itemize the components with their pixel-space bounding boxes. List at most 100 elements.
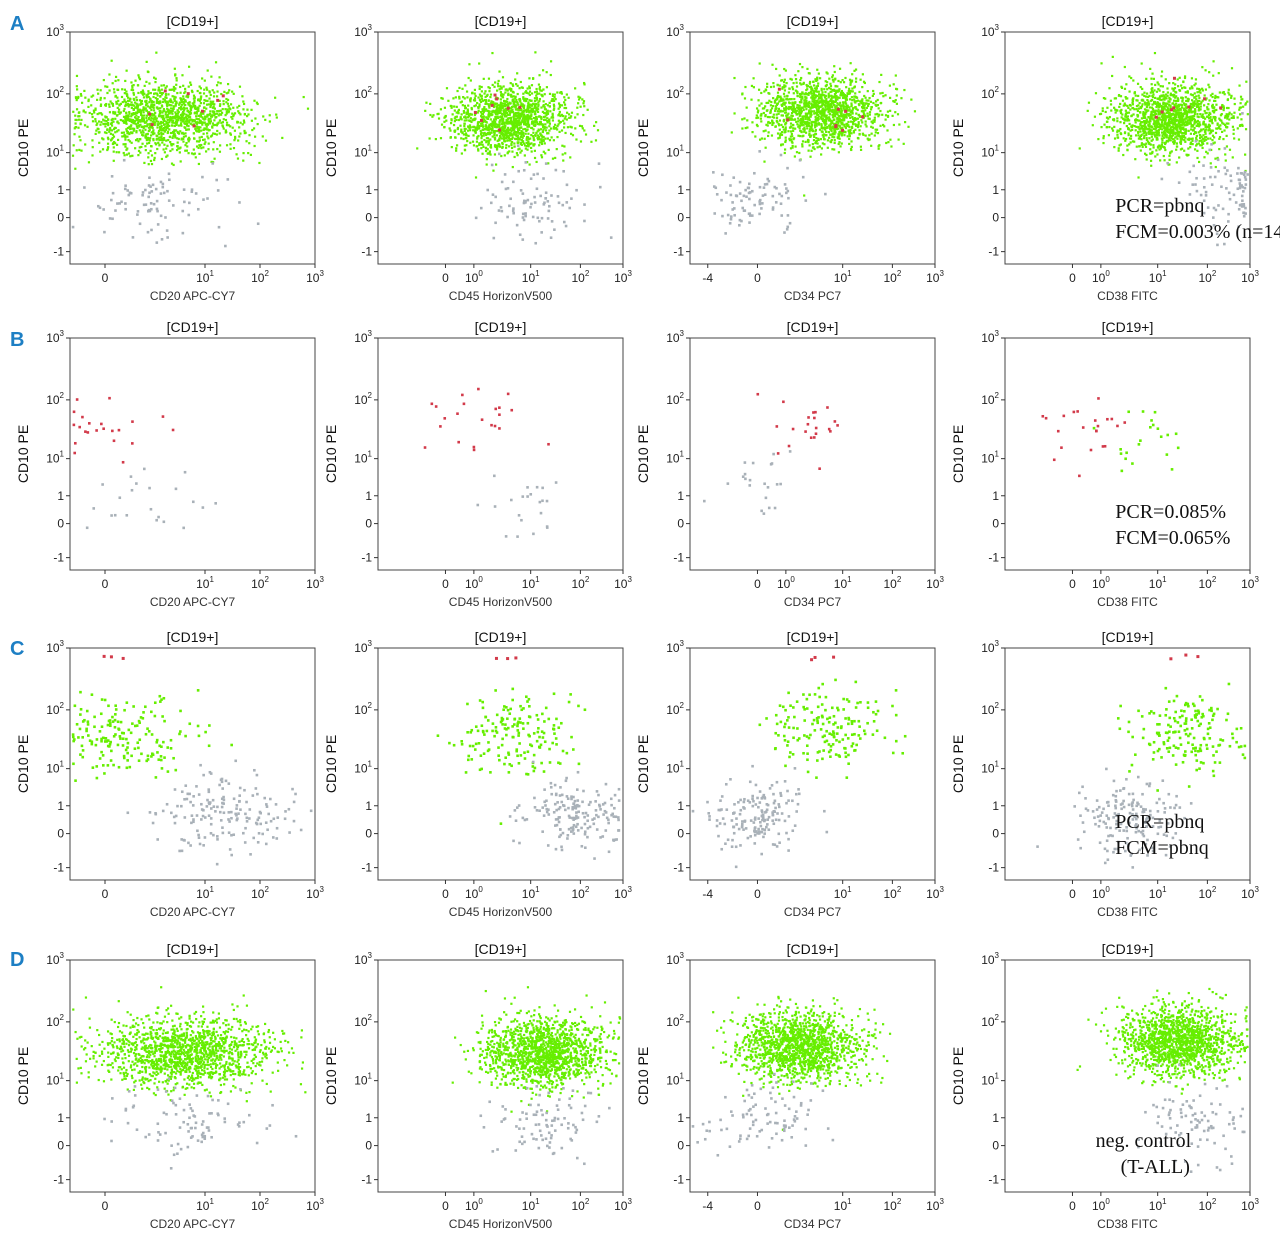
event-point	[532, 173, 536, 176]
event-point	[150, 131, 153, 134]
series-highlight	[473, 93, 522, 132]
event-point	[212, 100, 215, 103]
event-point	[194, 129, 198, 132]
event-point	[860, 119, 863, 122]
event-point	[849, 83, 852, 86]
event-point	[268, 120, 271, 123]
y-tick-label: 102	[981, 85, 999, 101]
event-point	[1160, 75, 1163, 78]
event-point	[497, 85, 500, 88]
event-point	[220, 111, 224, 114]
event-point	[798, 92, 802, 96]
event-point	[785, 116, 788, 119]
event-point	[479, 111, 483, 114]
event-point	[73, 133, 76, 136]
y-tick-label: 1	[57, 183, 64, 197]
event-point	[134, 79, 137, 82]
y-tick-label: -1	[361, 245, 372, 259]
event-point	[527, 145, 530, 148]
event-point	[149, 114, 152, 117]
series-mrd-blasts	[1078, 51, 1249, 179]
event-point	[844, 131, 847, 134]
event-point	[484, 90, 487, 93]
event-point	[526, 117, 529, 121]
event-point	[474, 128, 477, 131]
event-point	[450, 119, 453, 122]
event-point	[493, 129, 496, 133]
event-point	[497, 128, 501, 132]
event-point	[140, 131, 143, 134]
event-point	[829, 90, 832, 94]
event-point	[578, 124, 582, 127]
event-point	[162, 97, 165, 101]
event-point	[461, 131, 464, 135]
event-point	[141, 191, 145, 194]
event-point	[180, 115, 184, 119]
event-point	[524, 214, 527, 218]
event-point	[463, 116, 466, 119]
event-point	[516, 117, 519, 120]
event-point	[807, 72, 810, 75]
event-point	[494, 125, 497, 128]
event-point	[781, 87, 784, 90]
event-point	[1125, 125, 1128, 128]
event-point	[174, 115, 177, 118]
event-point	[171, 148, 174, 151]
event-point	[733, 213, 736, 217]
event-point	[848, 137, 851, 141]
event-point	[759, 117, 762, 120]
event-point	[166, 125, 169, 128]
event-point	[150, 162, 154, 166]
event-point	[127, 118, 130, 121]
event-point	[757, 88, 761, 91]
event-point	[501, 122, 504, 125]
event-point	[813, 133, 816, 136]
event-point	[850, 148, 853, 152]
event-point	[138, 125, 141, 128]
event-point	[209, 93, 212, 97]
event-point	[139, 138, 142, 141]
event-point	[823, 94, 826, 97]
event-point	[782, 92, 786, 95]
event-point	[262, 115, 265, 118]
event-point	[539, 194, 542, 198]
event-point	[823, 114, 826, 117]
event-point	[159, 127, 162, 131]
event-point	[789, 98, 792, 101]
event-point	[1121, 117, 1125, 120]
event-point	[199, 92, 202, 95]
event-point	[805, 108, 808, 111]
event-point	[516, 72, 519, 75]
event-point	[183, 103, 186, 107]
event-point	[99, 89, 102, 92]
event-point	[506, 106, 510, 110]
event-point	[158, 102, 161, 105]
x-tick-label: 0	[102, 271, 109, 285]
event-point	[218, 132, 221, 135]
event-point	[194, 106, 197, 109]
event-point	[846, 124, 849, 128]
event-point	[159, 214, 163, 218]
event-point	[494, 81, 497, 84]
y-tick-label: -1	[53, 245, 64, 259]
event-point	[510, 143, 513, 147]
event-point	[184, 126, 187, 130]
event-point	[760, 137, 763, 140]
event-point	[154, 187, 158, 191]
event-point	[83, 89, 86, 92]
event-point	[483, 106, 486, 109]
event-point	[204, 141, 207, 144]
event-point	[562, 220, 566, 224]
event-point	[532, 102, 535, 105]
event-point	[194, 104, 197, 108]
event-point	[101, 137, 104, 140]
event-point	[223, 90, 226, 93]
event-point	[1195, 134, 1198, 138]
event-point	[168, 111, 171, 114]
event-point	[243, 132, 246, 135]
event-point	[232, 114, 235, 118]
event-point	[850, 96, 854, 99]
event-point	[91, 120, 95, 123]
event-point	[185, 128, 188, 131]
event-point	[142, 106, 145, 109]
